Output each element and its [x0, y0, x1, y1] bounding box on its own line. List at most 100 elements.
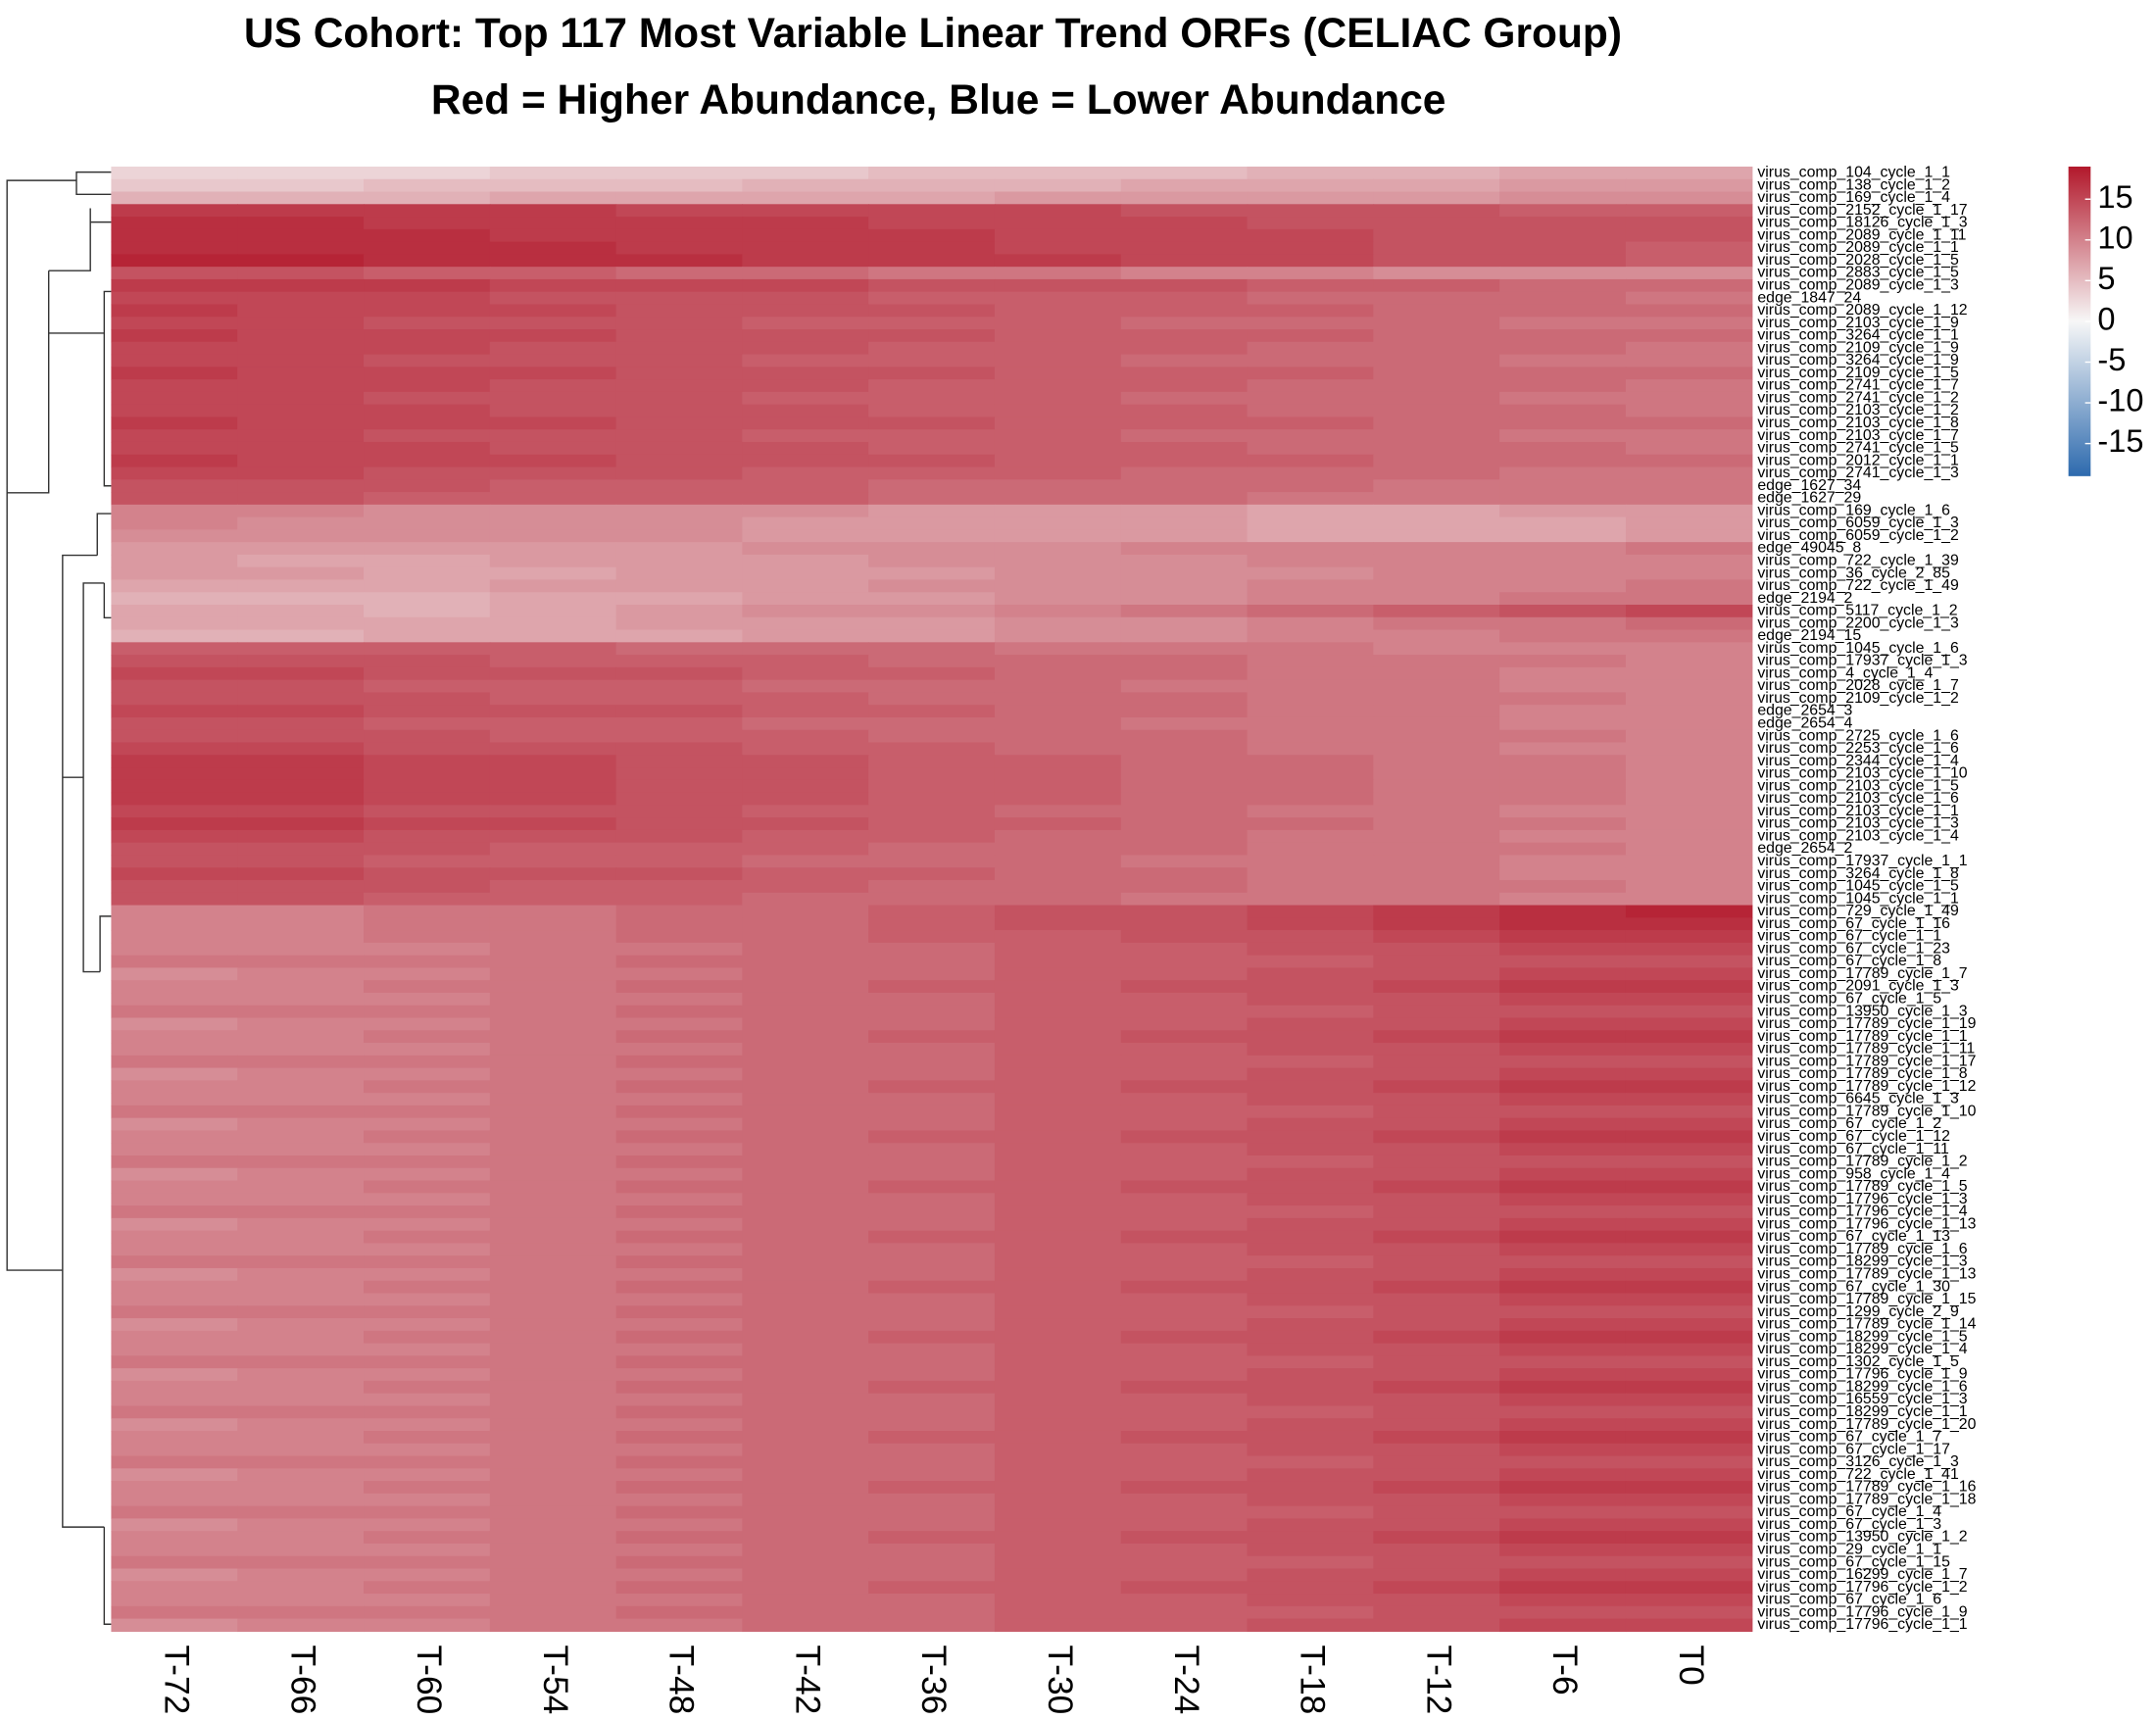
heatmap-cell [1373, 1067, 1500, 1082]
heatmap-cell [111, 1055, 238, 1069]
heatmap-cell [237, 554, 365, 568]
heatmap-cell [1247, 1380, 1375, 1395]
heatmap-cell [1373, 217, 1500, 230]
heatmap-cell [615, 329, 744, 343]
heatmap-cell [364, 1043, 491, 1057]
heatmap-cell [237, 592, 365, 606]
heatmap-cell [1625, 304, 1753, 318]
heatmap-cell [615, 1143, 744, 1156]
heatmap-cell [237, 1581, 365, 1595]
heatmap-cell [111, 1205, 238, 1219]
heatmap-cell [994, 1005, 1122, 1019]
heatmap-cell [111, 1594, 238, 1607]
row-label: virus_comp_36_cycle_2_85 [1757, 565, 1950, 581]
heatmap-cell [489, 892, 617, 907]
heatmap-cell [111, 204, 238, 218]
heatmap-cell [1120, 942, 1249, 957]
heatmap-cell [1373, 955, 1500, 969]
heatmap-cell [1120, 1280, 1249, 1295]
heatmap-cell [1625, 1043, 1753, 1057]
heatmap-cell [489, 655, 617, 668]
heatmap-cell [489, 1043, 617, 1057]
heatmap-cell [1373, 1143, 1500, 1156]
heatmap-cell [868, 917, 996, 931]
heatmap-cell [489, 1217, 617, 1232]
heatmap-cell [742, 842, 869, 857]
heatmap-cell [868, 1393, 996, 1407]
heatmap-cell [1373, 1531, 1500, 1545]
heatmap-cell [489, 942, 617, 957]
heatmap-cell [489, 1418, 617, 1432]
heatmap-cell [994, 692, 1122, 706]
heatmap-cell [237, 1330, 365, 1345]
heatmap-cell [1625, 1568, 1753, 1582]
heatmap-cell [364, 1405, 491, 1419]
heatmap-cell [1120, 655, 1249, 668]
heatmap-cell [237, 767, 365, 781]
heatmap-cell [364, 1205, 491, 1219]
heatmap-cell [1373, 742, 1500, 756]
heatmap-cell [1373, 716, 1500, 731]
heatmap-cell [1120, 742, 1249, 756]
heatmap-cell [489, 592, 617, 606]
heatmap-cell [1373, 779, 1500, 794]
heatmap-cell [1120, 729, 1249, 744]
heatmap-cell [1625, 755, 1753, 768]
heatmap-cell [111, 1430, 238, 1445]
heatmap-cell [1247, 1605, 1375, 1620]
heatmap-cell [742, 379, 869, 393]
heatmap-cell [742, 742, 869, 756]
heatmap-cell [237, 729, 365, 744]
heatmap-cell [237, 642, 365, 656]
heatmap-cell [1247, 1393, 1375, 1407]
heatmap-cell [1625, 1594, 1753, 1607]
heatmap-cell [1120, 592, 1249, 606]
heatmap-cell [1247, 454, 1375, 468]
heatmap-cell [489, 504, 617, 518]
heatmap-cell [868, 317, 996, 330]
heatmap-cell [1625, 1430, 1753, 1445]
heatmap-cell [742, 166, 869, 180]
heatmap-cell [111, 779, 238, 794]
heatmap-cell [489, 666, 617, 681]
heatmap-cell [994, 1455, 1122, 1470]
heatmap-cell [1625, 930, 1753, 944]
heatmap-cell [237, 1005, 365, 1019]
heatmap-cell [364, 1443, 491, 1457]
heatmap-cell [994, 566, 1122, 581]
heatmap-cell [1120, 1605, 1249, 1620]
heatmap-cell [994, 1518, 1122, 1532]
heatmap-cell [1625, 1267, 1753, 1282]
heatmap-cell [742, 1143, 869, 1156]
heatmap-cell [237, 842, 365, 857]
heatmap-cell [111, 504, 238, 518]
heatmap-cell [237, 391, 365, 406]
heatmap-cell [489, 1305, 617, 1319]
colorbar [2068, 166, 2091, 476]
heatmap-cell [615, 917, 744, 931]
heatmap-cell [237, 291, 365, 306]
heatmap-cell [1373, 805, 1500, 818]
heatmap-cell [742, 605, 869, 618]
heatmap-cell [237, 278, 365, 293]
heatmap-cell [1247, 354, 1375, 369]
heatmap-cell [237, 504, 365, 518]
heatmap-cell [111, 479, 238, 493]
heatmap-cell [489, 1280, 617, 1295]
heatmap-cell [1499, 1055, 1627, 1069]
heatmap-cell [1499, 967, 1627, 981]
heatmap-cell [1120, 304, 1249, 318]
heatmap-cell [1247, 1455, 1375, 1470]
heatmap-cell [1625, 278, 1753, 293]
heatmap-cell [1373, 792, 1500, 807]
heatmap-cell [1625, 379, 1753, 393]
heatmap-cell [615, 705, 744, 718]
heatmap-cell [1499, 1243, 1627, 1256]
heatmap-cell [111, 1405, 238, 1419]
heatmap-cell [364, 829, 491, 844]
heatmap-cell [1247, 166, 1375, 180]
heatmap-cell [1625, 1230, 1753, 1245]
heatmap-cell [1625, 679, 1753, 694]
heatmap-cell [489, 1243, 617, 1256]
heatmap-cell [742, 1205, 869, 1219]
